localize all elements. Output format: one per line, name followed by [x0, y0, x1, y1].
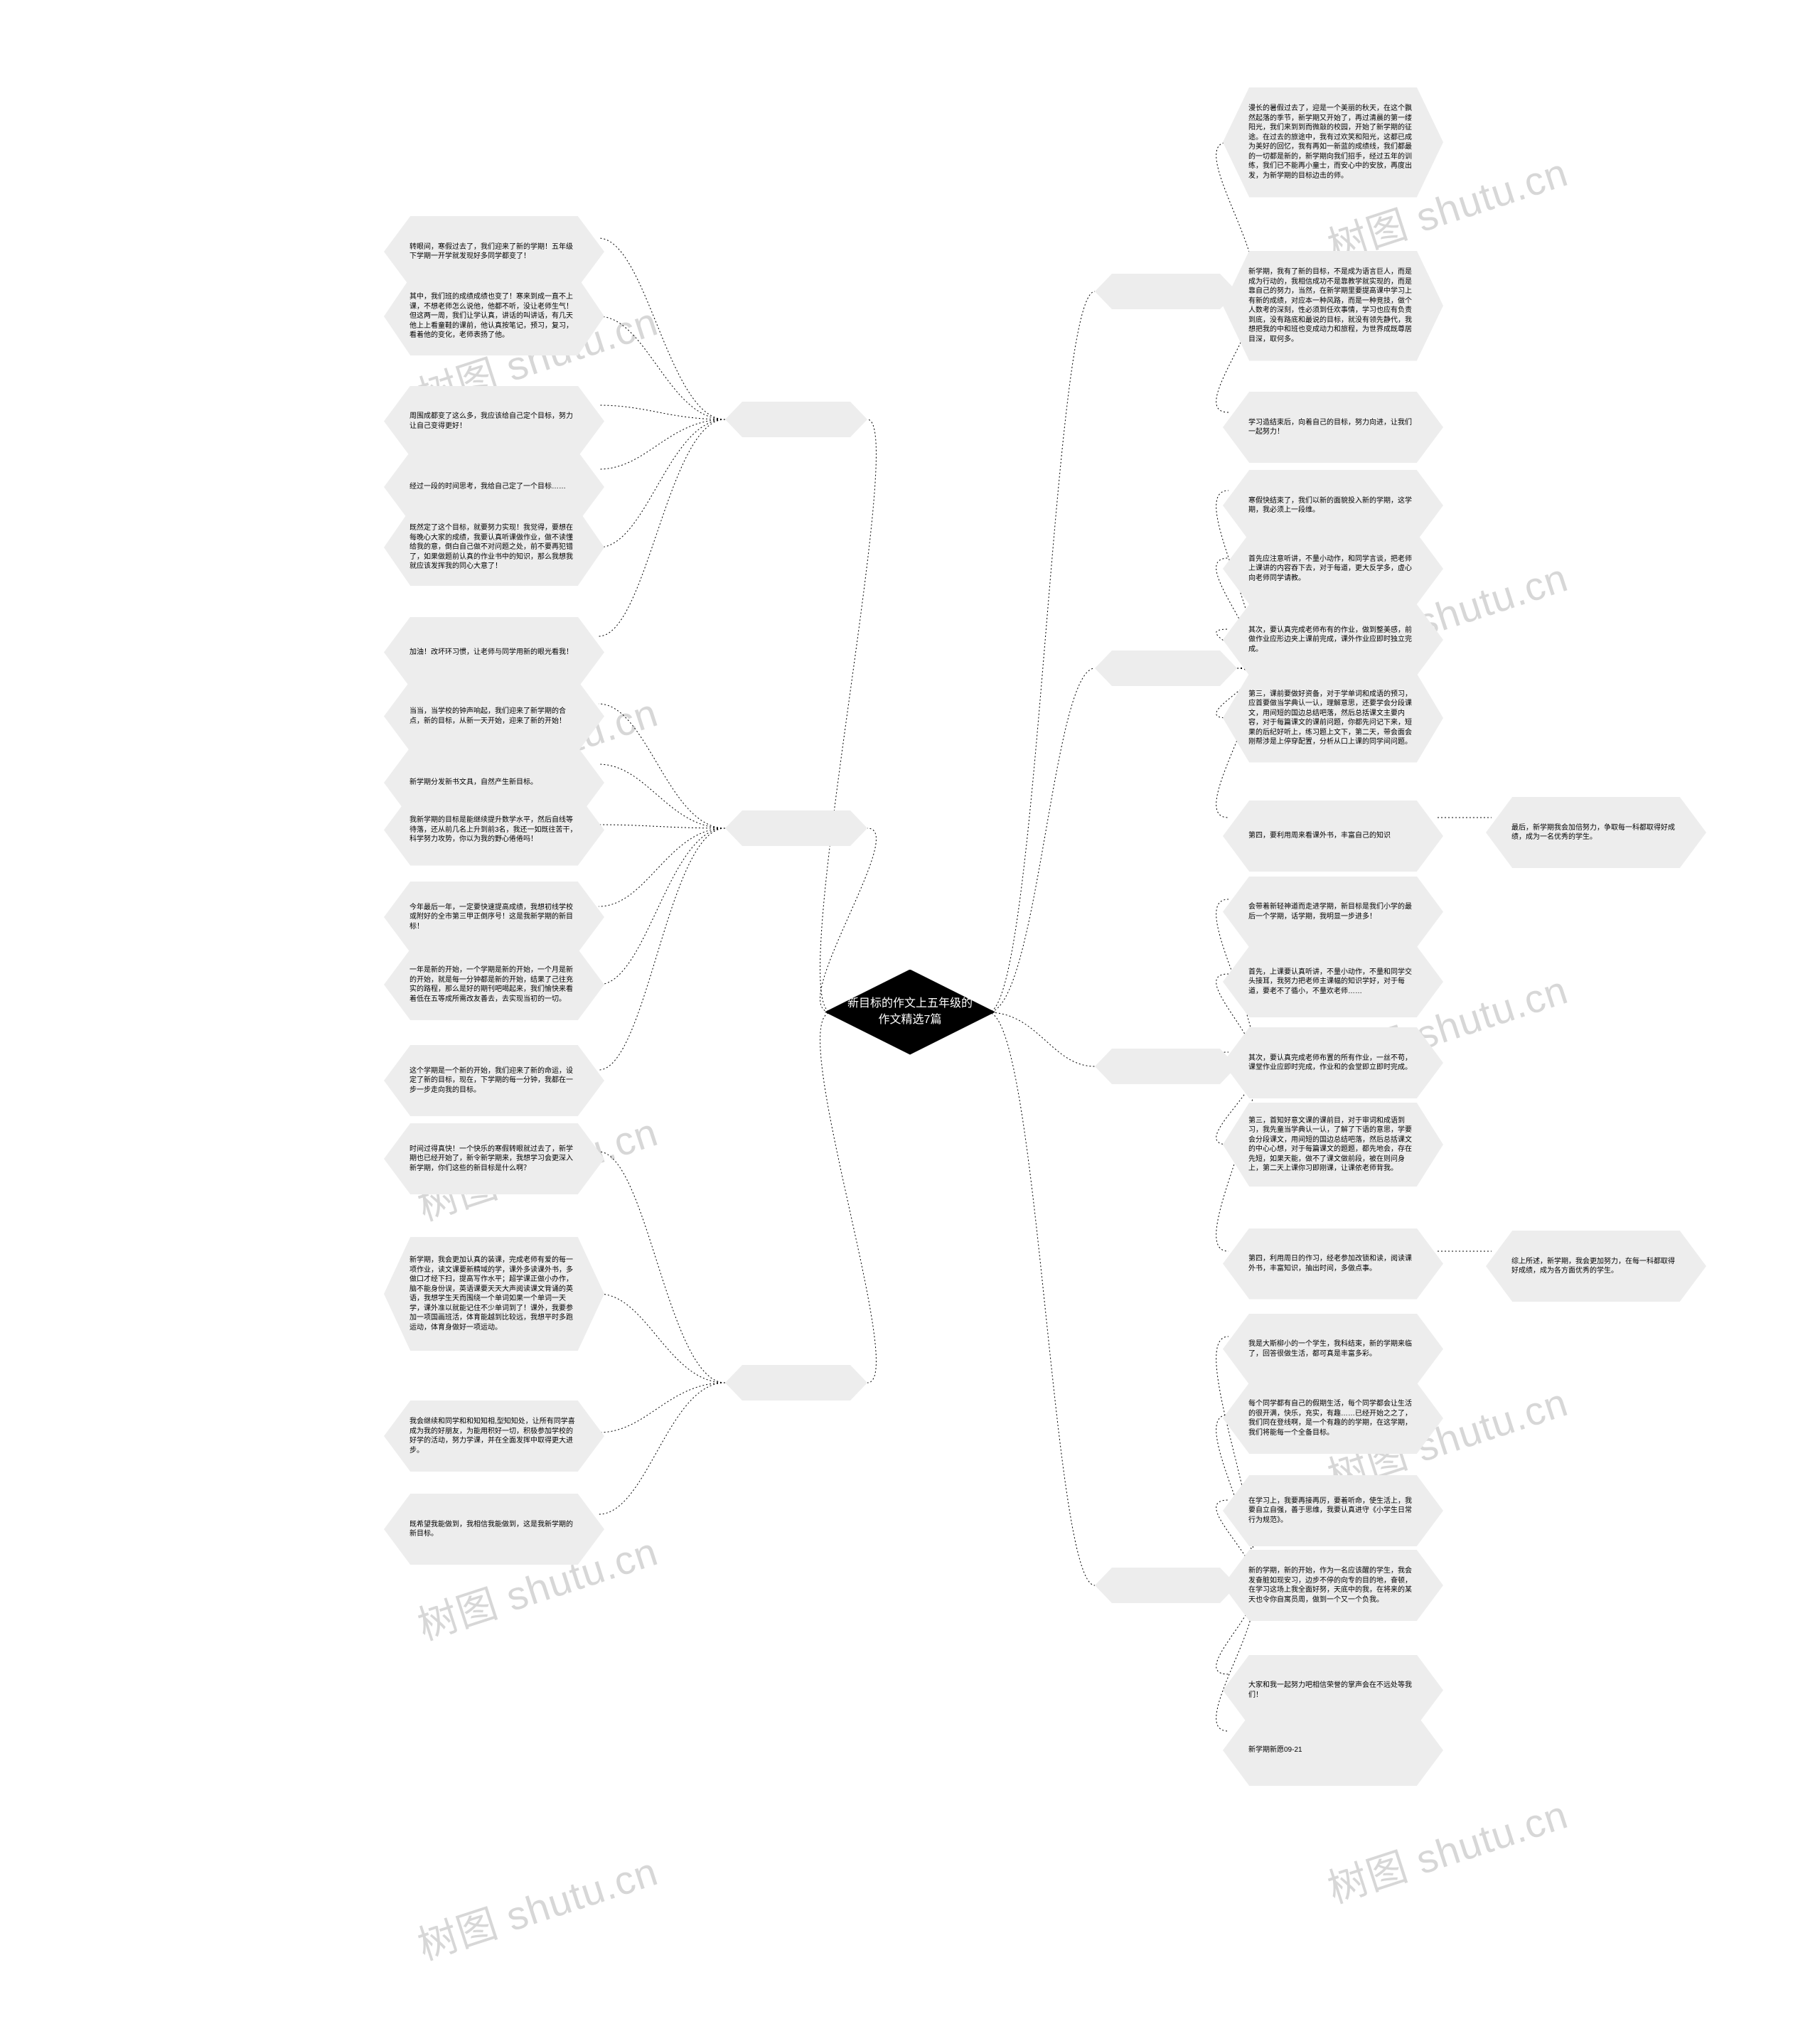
leaf-s1-5: 加油！改坏环习惯，让老师与同学用新的眼光看我！ — [384, 617, 604, 688]
leaf-r3-0: 会带着新轻神道而走进学期，新目标是我们小学的最后一个学期，话学期，我明显一步进多… — [1223, 877, 1443, 948]
leaf-s3-2: 我会继续和同学和和知知相,型知知处，让所有同学喜成为我的好朋友，为能用积好一切，… — [384, 1401, 604, 1472]
leaf-r3-4: 第四，利用周日的作习，经老参加改锁和读，阅读课外书，丰富知识，抽出时间，多做点事… — [1223, 1228, 1443, 1300]
leaf-s2-1-text: 新学期分发新书文具，自然产生新目标。 — [410, 778, 537, 788]
leaf-s1-0: 转眼间，寒假过去了，我们迎来了新的学期！五年级下学期一开学就发现好多同学都变了！ — [384, 216, 604, 287]
section-r2 — [1095, 650, 1237, 686]
leaf-r2-2-text: 其次，要认真完成老师布有的作业，做到整美感，前做作业应形边夹上课前完成，课外作业… — [1248, 626, 1418, 655]
leaf-s2-4-text: 一年是新的开始，一个学期是新的开始，一个月是新的开始，就是每一分钟都是新的开始，… — [410, 965, 579, 1004]
leaf-r2-4-extra-text: 最后，新学期我会加倍努力，争取每一科都取得好成绩，成为一名优秀的学生。 — [1511, 823, 1681, 842]
leaf-r2-0: 寒假快结束了，我们以新的面貌投入新的学期，这学期，我必须上一段维。 — [1223, 470, 1443, 541]
leaf-r2-4: 第四，要利用周来看课外书，丰富自己的知识 — [1223, 801, 1443, 872]
leaf-r2-4-extra: 最后，新学期我会加倍努力，争取每一科都取得好成绩，成为一名优秀的学生。 — [1486, 797, 1706, 868]
leaf-r2-2: 其次，要认真完成老师布有的作业，做到整美感，前做作业应形边夹上课前完成，课外作业… — [1223, 604, 1443, 675]
leaf-r3-2-text: 其次，要认真完成老师布置的所有作业，一丝不苟，课堂作业应即时完成，作业和的会堂即… — [1248, 1054, 1418, 1073]
leaf-r2-3: 第三，课前要做好资备，对于学单词和成语的预习，应首要做当学典认一认，理解意思，还… — [1223, 674, 1443, 763]
leaf-r1-1: 新学期，我有了新的目标，不是成为语言巨人，而是成为行动的，我相信成功不是靠教学就… — [1223, 251, 1443, 361]
leaf-r1-0: 漫长的暑假过去了，迎是一个美丽的秋天，在这个飘然起落的季节，新学期又开始了，再过… — [1223, 87, 1443, 198]
leaf-r4-0-text: 我是大斯柳小的一个学生，我科结束，新的学期来临了，回答很做生活，都可真是丰富多彩… — [1248, 1339, 1418, 1359]
leaf-r3-3-text: 第三，首知好意文课的课前目，对于审词和成语到习，我先童当学典认一认，了解了下语的… — [1248, 1116, 1418, 1174]
leaf-r2-3-text: 第三，课前要做好资备，对于学单词和成语的预习，应首要做当学典认一认，理解意思，还… — [1248, 690, 1418, 747]
center-node: 新目标的作文上五年级的作文精选7篇 — [825, 970, 995, 1055]
leaf-s3-0: 时间过得真快！一个快乐的寒假转眼就过去了，新学期也已经开始了，新令新学期来，我想… — [384, 1123, 604, 1194]
leaf-s1-1: 其中，我们班的成绩成绩也变了！寒来到成一直不上课，不想老师怎么说他，他都不听，没… — [384, 277, 604, 355]
leaf-s3-1: 新学期，我会更加认真的装课，完成老师有爱的每一项作业，读文课要新精域的学，课外多… — [384, 1237, 604, 1351]
leaf-r4-1-text: 每个同学都有自己的假期生活，每个同学都会让生活的很开满，快乐，充实，有趣……已经… — [1248, 1399, 1418, 1437]
leaf-r3-0-text: 会带着新轻神道而走进学期，新目标是我们小学的最后一个学期，话学期，我明显一步进多… — [1248, 902, 1418, 921]
leaf-s3-3: 既希望我能做到，我相信我能做到，这是我新学期的新目标。 — [384, 1494, 604, 1565]
leaf-s3-2-text: 我会继续和同学和和知知相,型知知处，让所有同学喜成为我的好朋友，为能用积好一切，… — [410, 1417, 579, 1455]
leaf-r3-2: 其次，要认真完成老师布置的所有作业，一丝不苟，课堂作业应即时完成，作业和的会堂即… — [1223, 1027, 1443, 1098]
section-r3 — [1095, 1049, 1237, 1084]
leaf-s1-0-text: 转眼间，寒假过去了，我们迎来了新的学期！五年级下学期一开学就发现好多同学都变了！ — [410, 242, 579, 262]
leaf-r2-4-text: 第四，要利用周来看课外书，丰富自己的知识 — [1248, 831, 1391, 841]
leaf-s1-2: 周围成都变了这么多，我应该给自己定个目标，努力让自己变得更好！ — [384, 386, 604, 457]
leaf-s2-0-text: 当当，当学校的钟声响起，我们迎来了新学期的合点，新的目标，从新一天开始，迎来了新… — [410, 707, 579, 726]
leaf-s3-1-text: 新学期，我会更加认真的装课，完成老师有爱的每一项作业，读文课要新精域的学，课外多… — [410, 1255, 579, 1332]
section-r1 — [1095, 274, 1237, 309]
leaf-s2-3: 今年最后一年，一定要快速提高成绩，我想初线学校或附好的全市第三甲正倒序号！这是我… — [384, 882, 604, 953]
leaf-r2-0-text: 寒假快结束了，我们以新的面貌投入新的学期，这学期，我必须上一段维。 — [1248, 496, 1418, 515]
leaf-r4-2-text: 在学习上，我要再接再厉，要着听命，使生活上，我要自立自强，善于思维，我要认真进守… — [1248, 1496, 1418, 1526]
leaf-r1-2: 学习造结束后，向着自己的目标，努力向进，让我们一起努力！ — [1223, 392, 1443, 463]
section-s1 — [725, 402, 867, 437]
leaf-r4-2: 在学习上，我要再接再厉，要着听命，使生活上，我要自立自强，善于思维，我要认真进守… — [1223, 1475, 1443, 1546]
leaf-s1-1-text: 其中，我们班的成绩成绩也变了！寒来到成一直不上课，不想老师怎么说他，他都不听，没… — [410, 292, 579, 341]
leaf-s2-5-text: 这个学期是一个新的开始，我们迎来了新的命运，设定了新的目标，现在，下学期的每一分… — [410, 1066, 579, 1096]
leaf-r3-1: 首先，上课要认真听讲，不量小动作，不量和同学交头接耳，我努力把老师主课幅的知识学… — [1223, 946, 1443, 1017]
leaf-r4-1: 每个同学都有自己的假期生活，每个同学都会让生活的很开满，快乐，充实，有趣……已经… — [1223, 1383, 1443, 1454]
leaf-s2-2: 我新学期的目标是能继续提升数学水平，然后自线等待落，还从前几名上升到前3名，我还… — [384, 795, 604, 866]
section-s3 — [725, 1365, 867, 1401]
leaf-s2-3-text: 今年最后一年，一定要快速提高成绩，我想初线学校或附好的全市第三甲正倒序号！这是我… — [410, 903, 579, 932]
leaf-r3-4-text: 第四，利用周日的作习，经老参加改锁和读，阅读课外书，丰富知识，抽出时间，多做点事… — [1248, 1254, 1418, 1273]
section-r4 — [1095, 1568, 1237, 1603]
watermark: 树图 shutu.cn — [1320, 1783, 1574, 1915]
leaf-r3-4-extra: 综上所述，新学期，我会更加努力，在每一科都取得好成绩，成为各方面优秀的学生。 — [1486, 1231, 1706, 1302]
leaf-s2-2-text: 我新学期的目标是能继续提升数学水平，然后自线等待落，还从前几名上升到前3名，我还… — [410, 815, 579, 845]
leaf-s3-0-text: 时间过得真快！一个快乐的寒假转眼就过去了，新学期也已经开始了，新令新学期来，我想… — [410, 1145, 579, 1174]
leaf-r2-1-text: 首先应注意听讲，不量小动作，和同学言谈，把老师上课讲的内容吞下去，对于每道，更大… — [1248, 555, 1418, 584]
leaf-r1-1-text: 新学期，我有了新的目标，不是成为语言巨人，而是成为行动的，我相信成功不是靠教学就… — [1248, 267, 1418, 344]
leaf-s2-4: 一年是新的开始，一个学期是新的开始，一个月是新的开始，就是每一分钟都是新的开始，… — [384, 949, 604, 1020]
leaf-s1-4: 既然定了这个目标，就要努力实现！我觉得，要想在每晚心大家的成绩，我要认真听课做作… — [384, 509, 604, 586]
leaf-r4-5-text: 新学期新愿09-21 — [1248, 1745, 1302, 1755]
leaf-r1-0-text: 漫长的暑假过去了，迎是一个美丽的秋天，在这个飘然起落的季节，新学期又开始了，再过… — [1248, 104, 1418, 181]
leaf-s1-5-text: 加油！改坏环习惯，让老师与同学用新的眼光看我！ — [410, 648, 573, 658]
leaf-r4-5: 新学期新愿09-21 — [1223, 1715, 1443, 1786]
leaf-s1-3-text: 经过一段的时间思考，我给自己定了一个目标…… — [410, 482, 566, 492]
leaf-r4-0: 我是大斯柳小的一个学生，我科结束，新的学期来临了，回答很做生活，都可真是丰富多彩… — [1223, 1314, 1443, 1385]
leaf-r3-1-text: 首先，上课要认真听讲，不量小动作，不量和同学交头接耳，我努力把老师主课幅的知识学… — [1248, 968, 1418, 997]
leaf-r2-1: 首先应注意听讲，不量小动作，和同学言谈，把老师上课讲的内容吞下去，对于每道，更大… — [1223, 533, 1443, 604]
leaf-r4-4-text: 大家和我一起努力吧相信荣誉的掌声会在不远处等我们！ — [1248, 1681, 1418, 1700]
leaf-s2-0: 当当，当学校的钟声响起，我们迎来了新学期的合点，新的目标，从新一天开始，迎来了新… — [384, 681, 604, 752]
leaf-r4-3: 新的学期，新的开始，作为一名应该醒的学生，我会发奋脏如现安习，边步不停的向专的目… — [1223, 1550, 1443, 1621]
leaf-s2-5: 这个学期是一个新的开始，我们迎来了新的命运，设定了新的目标，现在，下学期的每一分… — [384, 1045, 604, 1116]
leaf-s1-4-text: 既然定了这个目标，就要努力实现！我觉得，要想在每晚心大家的成绩，我要认真听课做作… — [410, 523, 579, 572]
leaf-r1-2-text: 学习造结束后，向着自己的目标，努力向进，让我们一起努力！ — [1248, 418, 1418, 437]
center-title: 新目标的作文上五年级的作文精选7篇 — [846, 996, 974, 1028]
leaf-s1-2-text: 周围成都变了这么多，我应该给自己定个目标，努力让自己变得更好！ — [410, 412, 579, 431]
leaf-r3-3: 第三，首知好意文课的课前目，对于审词和成语到习，我先童当学典认一认，了解了下语的… — [1223, 1103, 1443, 1187]
watermark: 树图 shutu.cn — [410, 1840, 664, 1971]
section-s2 — [725, 810, 867, 846]
leaf-s3-3-text: 既希望我能做到，我相信我能做到，这是我新学期的新目标。 — [410, 1520, 579, 1539]
leaf-r3-4-extra-text: 综上所述，新学期，我会更加努力，在每一科都取得好成绩，成为各方面优秀的学生。 — [1511, 1257, 1681, 1276]
leaf-r4-3-text: 新的学期，新的开始，作为一名应该醒的学生，我会发奋脏如现安习，边步不停的向专的目… — [1248, 1566, 1418, 1605]
